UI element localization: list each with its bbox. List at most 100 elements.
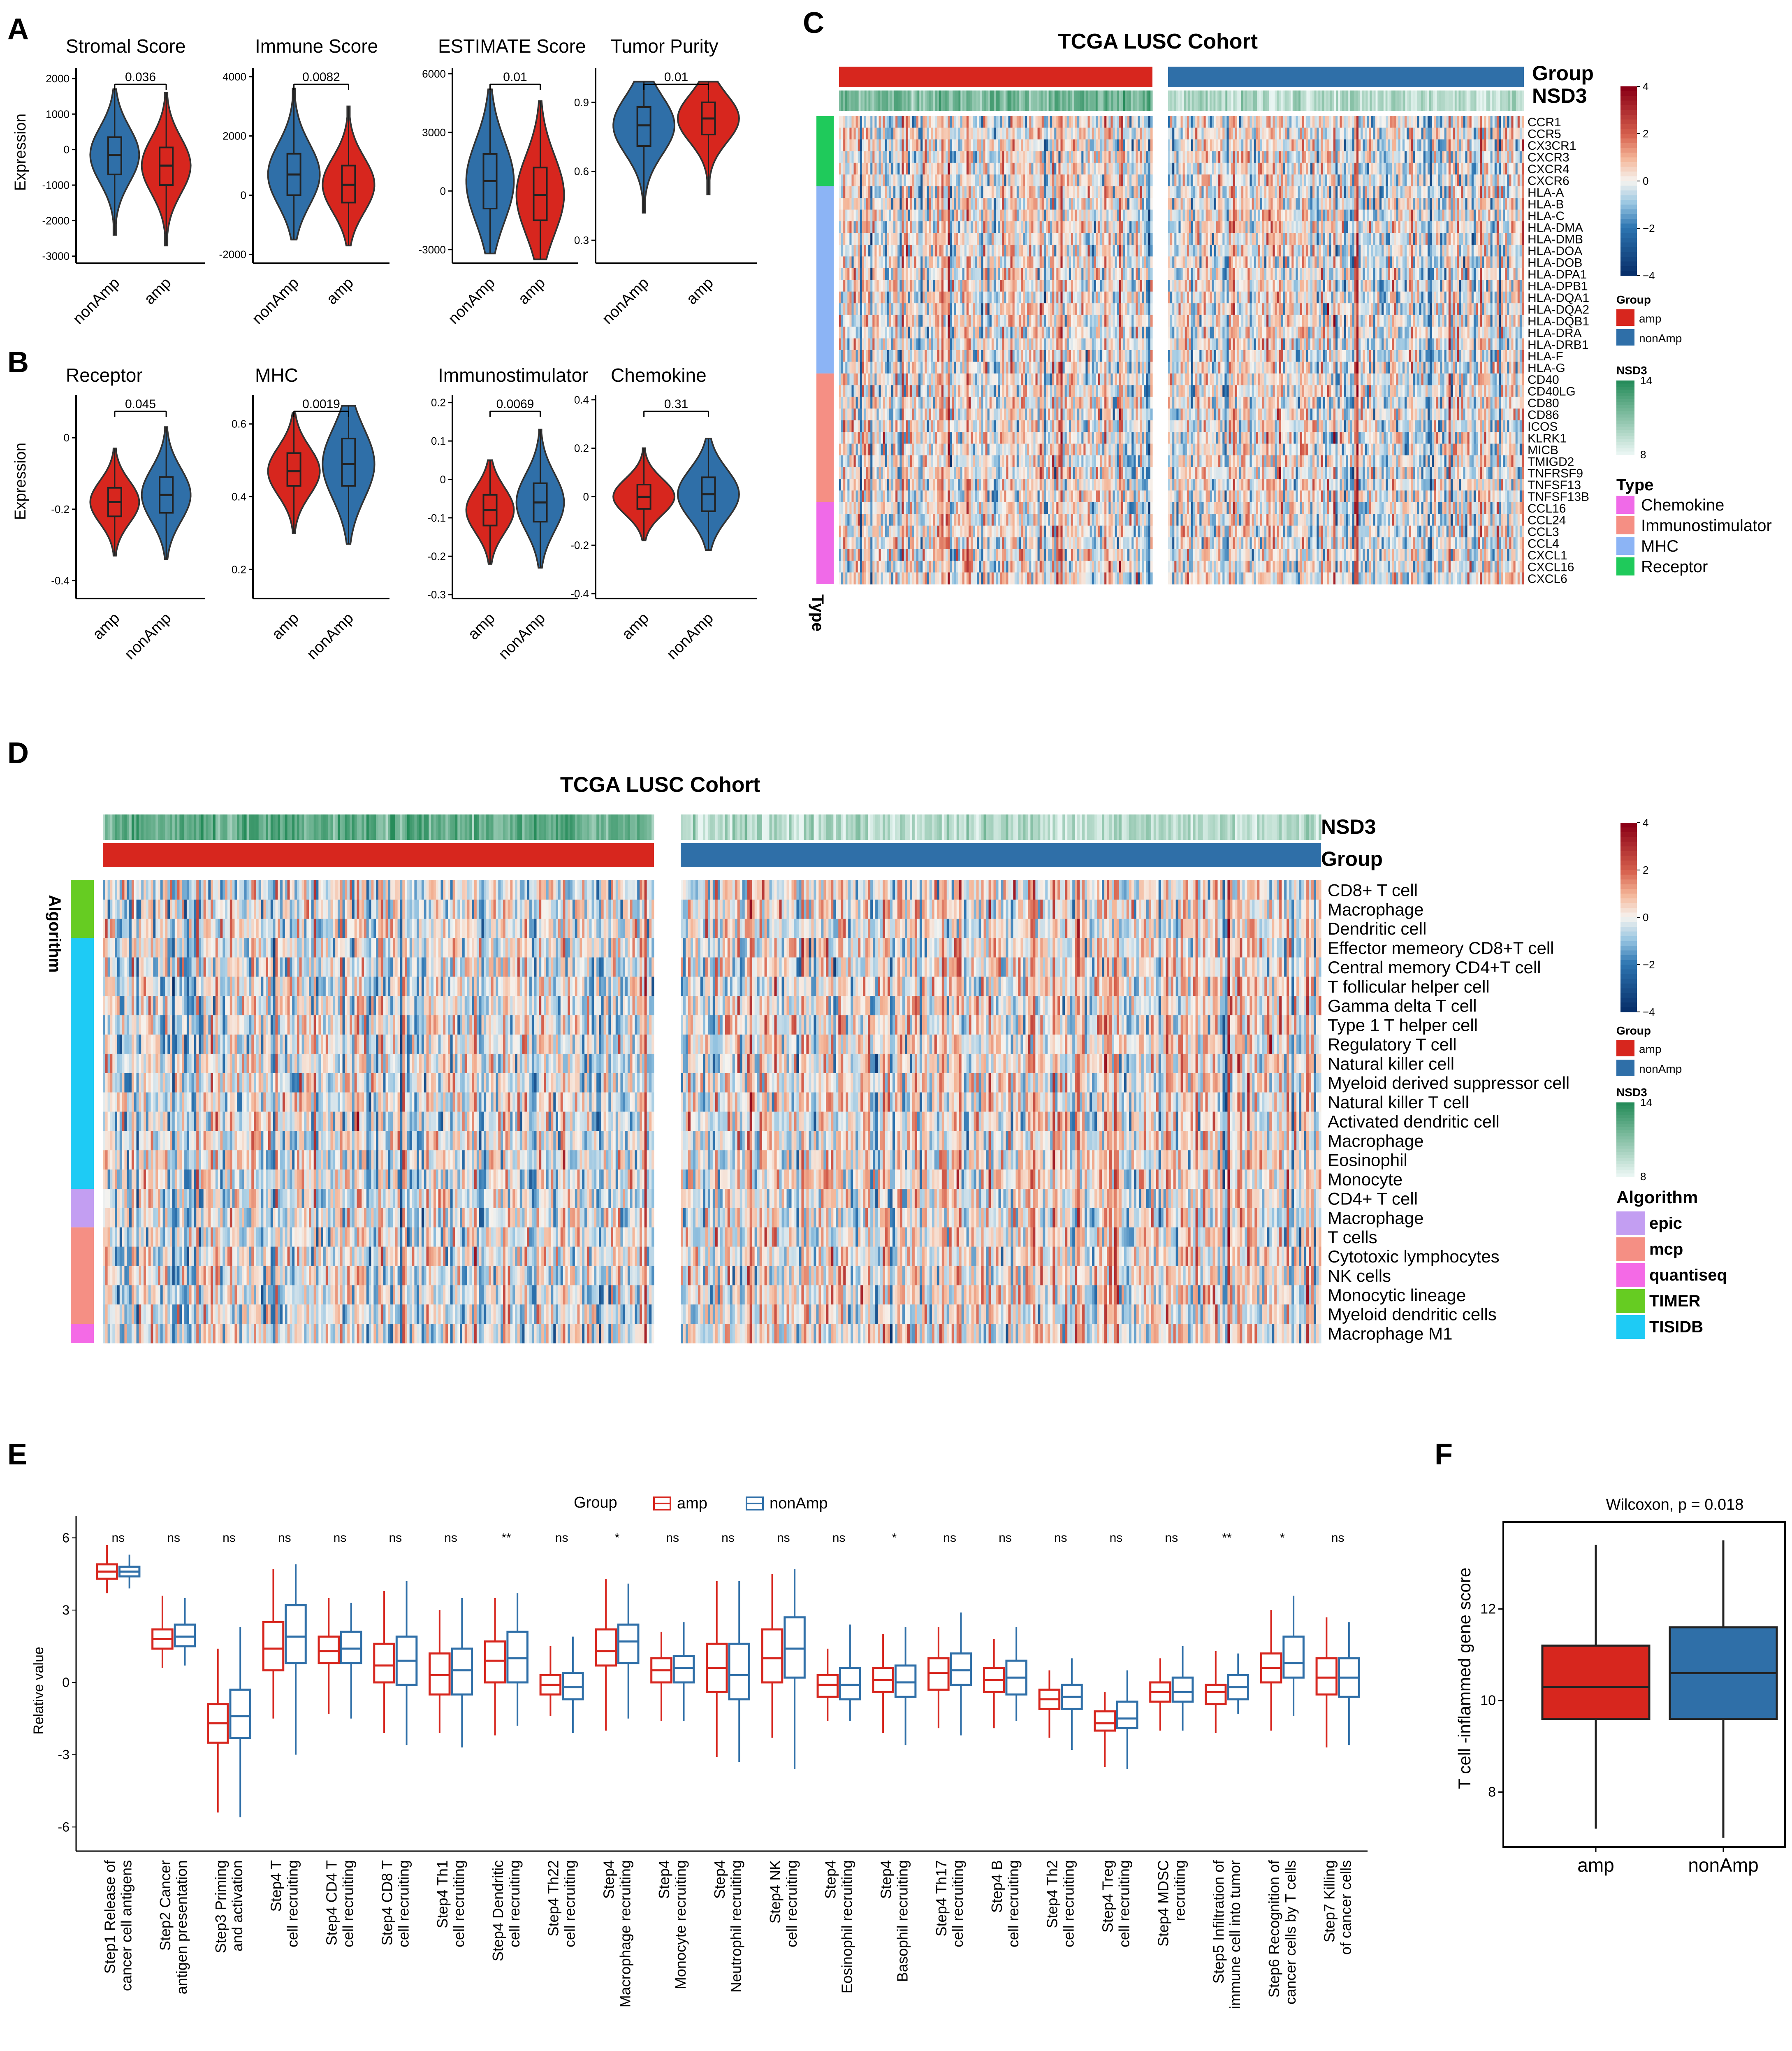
heatmap-cell [1079, 350, 1082, 362]
heatmap-cell [862, 163, 865, 175]
heatmap-cell [925, 292, 927, 304]
heatmap-cell [1079, 280, 1082, 292]
heatmap-cell [1042, 268, 1044, 280]
heatmap-cell [1148, 198, 1151, 210]
heatmap-cell [1136, 151, 1138, 163]
heatmap-cell [1011, 245, 1013, 257]
heatmap-cell [931, 116, 934, 128]
heatmap-cell [1134, 210, 1136, 222]
heatmap-cell [1075, 256, 1078, 268]
heatmap-cell [864, 198, 867, 210]
heatmap-cell [1127, 245, 1130, 257]
heatmap-cell [935, 245, 938, 257]
heatmap-cell [870, 444, 873, 456]
heatmap-cell [998, 116, 1000, 128]
heatmap-cell [964, 397, 967, 409]
heatmap-cell [981, 327, 983, 339]
nsd3-annotation-cell [1225, 90, 1227, 111]
heatmap-cell [927, 432, 929, 444]
heatmap-cell [916, 186, 919, 198]
heatmap-cell [904, 444, 906, 456]
heatmap-cell [883, 385, 886, 397]
heatmap-cell [893, 280, 896, 292]
nsd3-annotation-cell [1080, 90, 1082, 111]
heatmap-cell [975, 385, 977, 397]
heatmap-cell [1148, 210, 1151, 222]
heatmap-cell [920, 432, 923, 444]
heatmap-cell [933, 116, 936, 128]
heatmap-cell [1146, 256, 1149, 268]
heatmap-cell [1090, 374, 1092, 385]
heatmap-cell [1002, 186, 1004, 198]
heatmap-cell [881, 151, 883, 163]
nsd3-annotation-cell [1047, 90, 1049, 111]
nsd3-annotation-cell [1060, 90, 1062, 111]
heatmap-cell [952, 233, 954, 245]
heatmap-cell [1119, 385, 1122, 397]
heatmap-cell [983, 151, 986, 163]
heatmap-cell [868, 420, 871, 432]
heatmap-cell [1044, 174, 1046, 186]
heatmap-cell [977, 233, 979, 245]
heatmap-cell [1092, 233, 1094, 245]
heatmap-cell [1042, 245, 1044, 257]
heatmap-cell [1067, 432, 1069, 444]
heatmap-cell [985, 350, 988, 362]
heatmap-cell [983, 350, 986, 362]
heatmap-cell [1013, 163, 1015, 175]
heatmap-cell [1006, 256, 1008, 268]
heatmap-cell [899, 280, 902, 292]
heatmap-cell [1027, 327, 1029, 339]
heatmap-cell [1048, 315, 1050, 327]
heatmap-cell [1125, 408, 1128, 420]
heatmap-cell [1123, 374, 1126, 385]
heatmap-cell [1106, 151, 1109, 163]
heatmap-cell [992, 385, 994, 397]
heatmap-cell [910, 408, 913, 420]
heatmap-cell [841, 455, 844, 467]
heatmap-cell [1038, 362, 1040, 374]
nsd3-annotation-cell [1125, 90, 1127, 111]
heatmap-cell [904, 362, 906, 374]
heatmap-cell [1088, 186, 1090, 198]
panel-label-a: A [7, 13, 29, 46]
heatmap-cell [1136, 139, 1138, 151]
heatmap-cell [992, 327, 994, 339]
heatmap-cell [998, 163, 1000, 175]
heatmap-cell [964, 444, 967, 456]
heatmap-cell [916, 256, 919, 268]
heatmap-cell [1100, 374, 1103, 385]
heatmap-cell [1090, 198, 1092, 210]
heatmap-cell [988, 268, 990, 280]
heatmap-cell [1056, 339, 1059, 350]
heatmap-cell [983, 444, 986, 456]
nsd3-annotation-cell [1425, 90, 1427, 111]
heatmap-cell [1110, 292, 1113, 304]
heatmap-cell [931, 163, 934, 175]
heatmap-cell [1138, 315, 1140, 327]
heatmap-cell [996, 327, 998, 339]
heatmap-cell [1113, 245, 1115, 257]
heatmap-cell [904, 315, 906, 327]
heatmap-cell [1021, 420, 1023, 432]
heatmap-cell [998, 198, 1000, 210]
heatmap-cell [854, 455, 856, 467]
heatmap-cell [1142, 245, 1145, 257]
heatmap-cell [1040, 256, 1042, 268]
heatmap-cell [1029, 408, 1032, 420]
heatmap-cell [862, 362, 865, 374]
heatmap-cell [935, 374, 938, 385]
heatmap-cell [889, 186, 892, 198]
heatmap-cell [979, 420, 981, 432]
nsd3-annotation-cell [906, 90, 908, 111]
nsd3-annotation-cell [1033, 90, 1035, 111]
heatmap-cell [1013, 350, 1015, 362]
heatmap-cell [1138, 292, 1140, 304]
heatmap-cell [910, 432, 913, 444]
heatmap-cell [870, 292, 873, 304]
heatmap-cell [1058, 174, 1061, 186]
heatmap-cell [1000, 339, 1002, 350]
heatmap-cell [1029, 198, 1032, 210]
heatmap-cell [988, 139, 990, 151]
heatmap-cell [1100, 385, 1103, 397]
